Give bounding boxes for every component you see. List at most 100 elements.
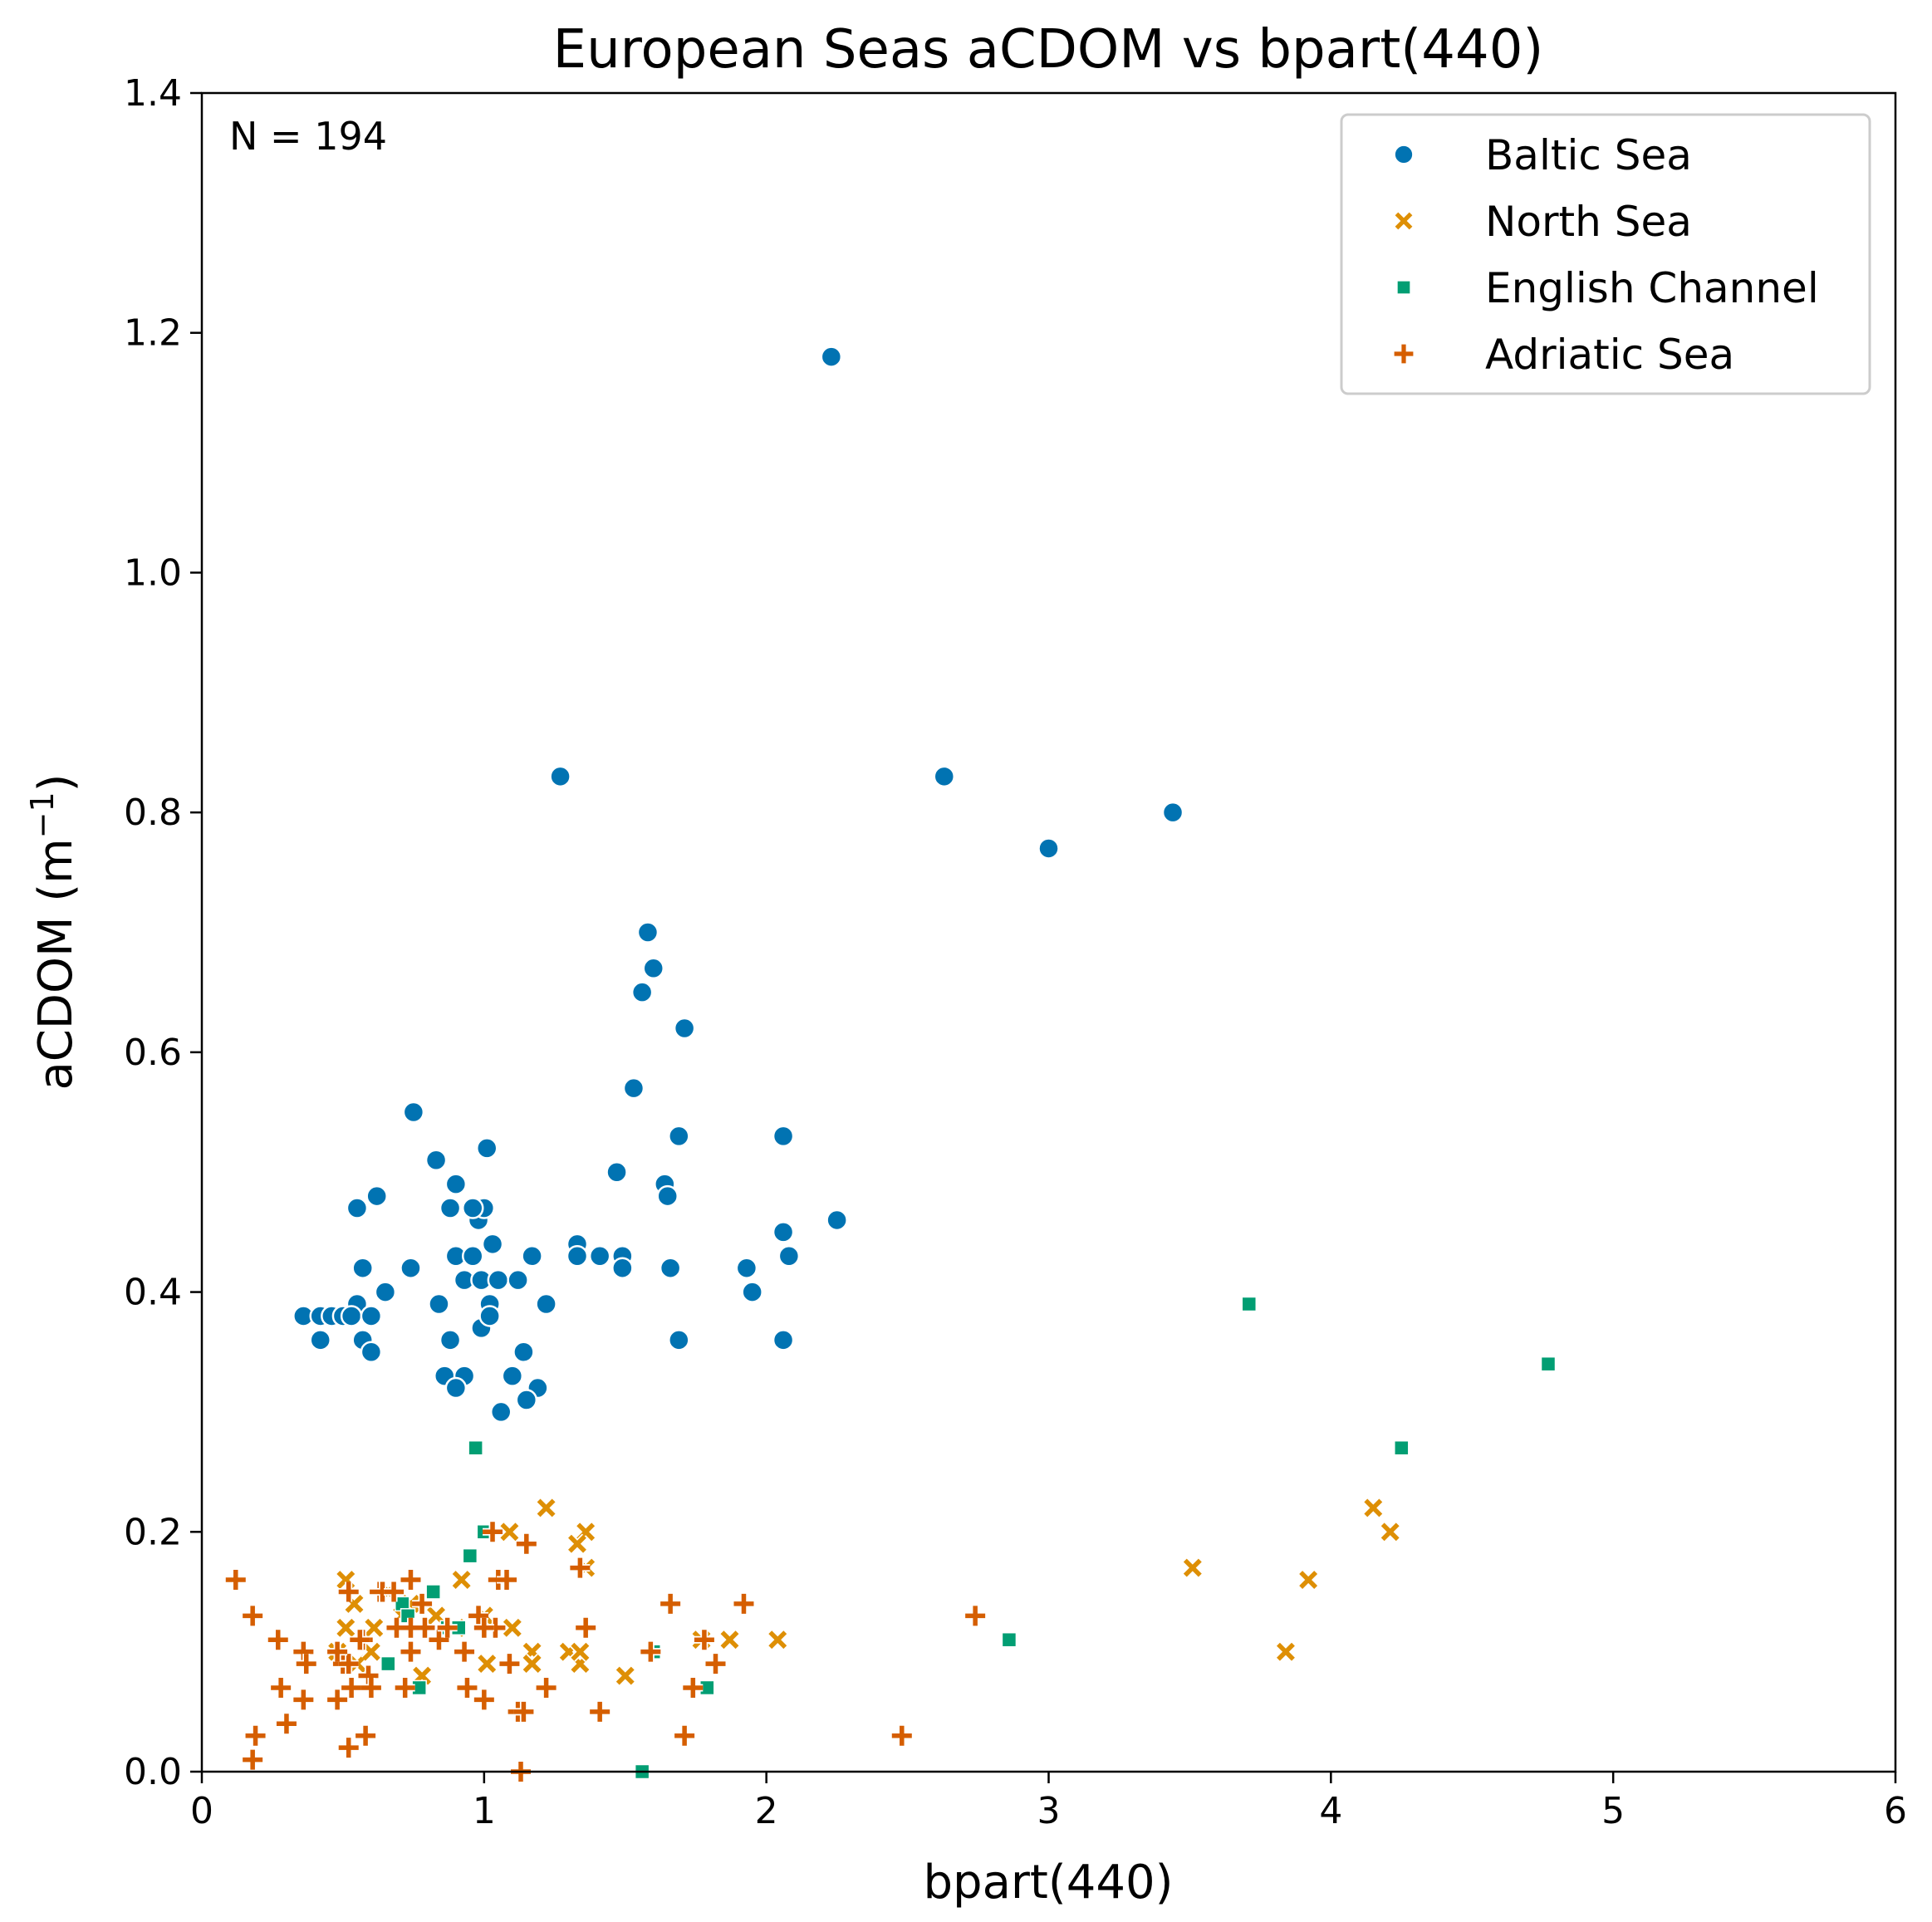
data-point-baltic-sea [444, 1173, 468, 1195]
legend-entry-adriatic-sea: Adriatic Sea [1394, 331, 1734, 379]
data-point-english-channel [1394, 1439, 1410, 1456]
legend-label-english-channel: English Channel [1485, 264, 1819, 312]
data-point-baltic-sea [489, 1400, 512, 1424]
data-point-baltic-sea [735, 1257, 758, 1279]
data-point-adriatic-sea [590, 1701, 610, 1722]
data-point-adriatic-sea [660, 1593, 681, 1614]
data-point-north-sea [1363, 1498, 1384, 1518]
data-point-adriatic-sea [356, 1725, 376, 1746]
data-point-baltic-sea [478, 1305, 501, 1327]
data-point-baltic-sea [933, 765, 956, 788]
data-point-baltic-sea [820, 346, 843, 368]
legend-marker-english-channel [1396, 280, 1411, 295]
y-tick-label: 0.0 [124, 1751, 182, 1793]
data-point-baltic-sea [402, 1101, 425, 1124]
data-point-baltic-sea [515, 1389, 538, 1411]
y-axis-ticks: 0.0 0.2 0.4 0.6 0.8 1.0 1.2 1.4 [124, 72, 202, 1793]
data-point-adriatic-sea [400, 1570, 421, 1591]
data-point-baltic-sea [439, 1329, 462, 1351]
data-point-north-sea [522, 1653, 542, 1674]
data-point-baltic-sea [1161, 801, 1184, 824]
data-point-north-sea [615, 1665, 635, 1686]
data-point-baltic-sea [668, 1329, 690, 1351]
data-point-baltic-sea [668, 1125, 690, 1148]
plot-frame [200, 91, 1897, 1773]
legend-marker-north-sea [1394, 211, 1414, 231]
data-point-baltic-sea [588, 1245, 611, 1267]
data-point-baltic-sea [400, 1257, 422, 1279]
data-point-english-channel [462, 1547, 478, 1564]
data-point-north-sea [1297, 1569, 1319, 1591]
data-point-adriatic-sea [437, 1617, 458, 1638]
data-point-adriatic-sea [395, 1677, 415, 1698]
data-point-baltic-sea [636, 921, 660, 944]
data-point-baltic-sea [424, 1149, 448, 1172]
data-point-north-sea [536, 1498, 557, 1518]
data-point-adriatic-sea [891, 1725, 912, 1746]
data-point-north-sea [477, 1653, 498, 1674]
legend-entry-north-sea: North Sea [1394, 198, 1692, 246]
y-tick-label: 0.4 [124, 1272, 182, 1314]
legend-marker-baltic-sea [1393, 144, 1415, 165]
data-point-adriatic-sea [705, 1654, 726, 1674]
legend: Baltic Sea North Sea English Channel Adriat… [1340, 113, 1871, 395]
data-point-north-sea [767, 1630, 788, 1650]
y-tick-label: 1.2 [124, 312, 182, 355]
data-point-adriatic-sea [245, 1725, 266, 1746]
data-point-adriatic-sea [454, 1641, 475, 1662]
y-tick-label: 1.0 [124, 552, 182, 594]
data-point-north-sea [570, 1641, 591, 1662]
data-point-baltic-sea [501, 1365, 524, 1387]
x-tick-label: 4 [1319, 1790, 1342, 1832]
data-point-baltic-sea [673, 1017, 696, 1040]
data-point-adriatic-sea [468, 1606, 489, 1626]
x-axis-label: bpart(440) [924, 1856, 1174, 1910]
data-point-baltic-sea [507, 1268, 529, 1292]
series-baltic-sea [292, 346, 1184, 1424]
data-point-adriatic-sea [473, 1689, 494, 1710]
legend-entry-baltic-sea: Baltic Sea [1393, 131, 1692, 179]
data-point-adriatic-sea [341, 1677, 362, 1698]
data-point-baltic-sea [487, 1268, 510, 1292]
data-point-adriatic-sea [483, 1522, 503, 1542]
x-tick-label: 3 [1037, 1790, 1061, 1832]
data-point-adriatic-sea [350, 1630, 370, 1650]
data-point-adriatic-sea [384, 1581, 405, 1602]
x-axis-ticks: 0 1 2 3 4 5 6 [190, 1772, 1907, 1832]
data-point-adriatic-sea [733, 1593, 754, 1614]
data-point-adriatic-sea [640, 1641, 661, 1662]
data-point-baltic-sea [642, 957, 664, 980]
data-point-adriatic-sea [296, 1654, 316, 1674]
data-point-adriatic-sea [516, 1533, 537, 1554]
data-point-baltic-sea [777, 1245, 801, 1267]
data-point-adriatic-sea [429, 1630, 449, 1650]
data-point-north-sea [502, 1617, 522, 1638]
data-point-baltic-sea [439, 1197, 462, 1219]
series-adriatic-sea [225, 1522, 986, 1782]
data-point-baltic-sea [606, 1160, 628, 1184]
legend-label-baltic-sea: Baltic Sea [1485, 131, 1692, 179]
x-tick-label: 2 [755, 1790, 778, 1832]
data-point-baltic-sea [461, 1245, 484, 1267]
y-axis-label: aCDOM (m−1) [24, 773, 83, 1090]
data-point-baltic-sea [630, 981, 654, 1003]
data-point-english-channel [1540, 1356, 1557, 1372]
data-point-adriatic-sea [267, 1630, 288, 1650]
data-point-adriatic-sea [243, 1606, 263, 1626]
x-tick-label: 1 [473, 1790, 496, 1832]
data-point-north-sea [1182, 1557, 1203, 1578]
legend-label-adriatic-sea: Adriatic Sea [1485, 331, 1734, 379]
data-point-adriatic-sea [400, 1641, 421, 1662]
data-point-adriatic-sea [327, 1641, 348, 1662]
data-point-baltic-sea [772, 1125, 795, 1148]
data-point-baltic-sea [365, 1184, 388, 1208]
y-tick-label: 0.2 [124, 1511, 182, 1553]
data-point-adriatic-sea [536, 1677, 557, 1698]
legend-label-north-sea: North Sea [1485, 198, 1692, 246]
data-point-north-sea [1380, 1522, 1400, 1542]
y-axis-label-close: ) [29, 773, 83, 792]
data-point-baltic-sea [461, 1197, 484, 1219]
data-point-north-sea [451, 1569, 472, 1591]
data-point-adriatic-sea [694, 1630, 714, 1650]
data-point-baltic-sea [512, 1341, 535, 1363]
